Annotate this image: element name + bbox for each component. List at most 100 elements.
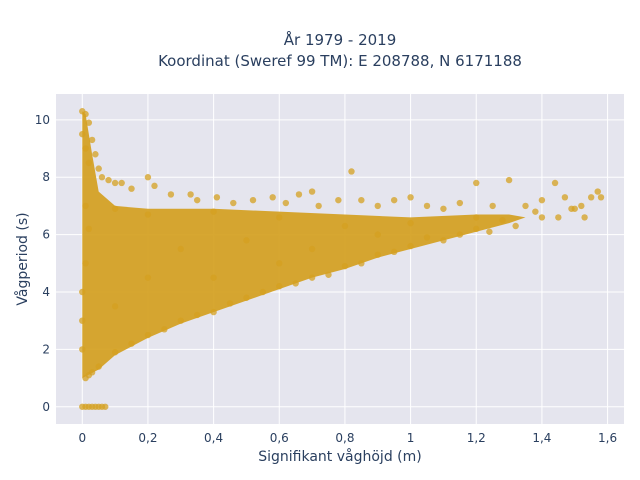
scatter-point bbox=[374, 251, 381, 258]
scatter-point bbox=[95, 165, 102, 172]
scatter-point bbox=[571, 205, 578, 212]
scatter-point bbox=[489, 202, 496, 210]
scatter-point bbox=[407, 194, 414, 201]
scatter-point bbox=[151, 182, 158, 190]
scatter-point bbox=[82, 374, 89, 382]
scatter-point bbox=[144, 331, 152, 339]
scatter-point bbox=[82, 110, 89, 118]
scatter-point bbox=[315, 202, 322, 210]
scatter-point bbox=[423, 234, 431, 241]
scatter-point bbox=[269, 194, 276, 201]
scatter-point bbox=[82, 145, 89, 152]
x-tick-label: 0,8 bbox=[335, 431, 354, 445]
scatter-point bbox=[581, 214, 588, 221]
scatter-point bbox=[105, 176, 112, 184]
scatter-point bbox=[102, 403, 109, 410]
scatter-point bbox=[473, 214, 480, 221]
scatter-point bbox=[259, 288, 267, 296]
scatter-point bbox=[144, 211, 152, 218]
scatter-point bbox=[85, 159, 93, 167]
scatter-point bbox=[111, 179, 119, 187]
scatter-point bbox=[82, 260, 89, 267]
scatter-point bbox=[538, 196, 546, 204]
scatter-point bbox=[374, 231, 381, 238]
scatter-point bbox=[95, 363, 102, 370]
scatter-point bbox=[456, 199, 464, 207]
scatter-point bbox=[111, 303, 119, 310]
x-tick-label: 1 bbox=[407, 431, 415, 445]
scatter-point bbox=[92, 151, 99, 158]
scatter-point bbox=[390, 248, 398, 256]
x-tick-label: 1,6 bbox=[598, 431, 617, 445]
scatter-point bbox=[358, 196, 365, 204]
chart-title-line1: År 1979 - 2019 bbox=[284, 30, 397, 49]
scatter-point bbox=[440, 205, 447, 212]
scatter-point bbox=[88, 136, 96, 144]
scatter-point bbox=[308, 245, 316, 253]
x-tick-label: 1,4 bbox=[532, 431, 551, 445]
scatter-point bbox=[456, 231, 464, 238]
scatter-point bbox=[243, 294, 250, 301]
scatter-point bbox=[578, 202, 585, 210]
scatter-point bbox=[230, 199, 237, 207]
scatter-point bbox=[587, 194, 595, 201]
scatter-point bbox=[161, 326, 168, 333]
scatter-point bbox=[341, 222, 349, 230]
x-axis-title: Signifikant våghöjd (m) bbox=[258, 448, 421, 465]
scatter-point bbox=[505, 176, 513, 184]
scatter-point bbox=[512, 222, 519, 230]
scatter-point bbox=[374, 202, 381, 210]
scatter-point bbox=[561, 194, 569, 201]
scatter-point bbox=[358, 260, 365, 267]
scatter-point bbox=[473, 225, 480, 233]
scatter-point bbox=[210, 274, 217, 281]
y-tick-label: 0 bbox=[42, 400, 50, 414]
scatter-point bbox=[128, 185, 135, 192]
scatter-point bbox=[88, 369, 96, 376]
scatter-point bbox=[243, 237, 250, 244]
scatter-point bbox=[82, 202, 89, 210]
grid-lines bbox=[56, 94, 624, 424]
scatter-point bbox=[325, 271, 332, 278]
y-tick-label: 10 bbox=[35, 113, 50, 127]
scatter-point bbox=[79, 288, 86, 296]
scatter-point bbox=[390, 196, 398, 204]
scatter-point bbox=[177, 245, 184, 253]
scatter-point bbox=[282, 199, 290, 207]
x-tick-label: 0 bbox=[78, 431, 86, 445]
scatter-point bbox=[407, 242, 414, 250]
scatter-point bbox=[79, 130, 86, 138]
scatter-point bbox=[551, 179, 559, 187]
scatter-point bbox=[144, 174, 152, 181]
y-tick-labels: 0 2 4 6 8 10 bbox=[35, 113, 50, 414]
scatter-point bbox=[177, 317, 184, 324]
x-tick-label: 0,4 bbox=[204, 431, 223, 445]
scatter-point bbox=[193, 196, 201, 204]
scatter-point bbox=[276, 283, 283, 290]
scatter-point bbox=[210, 308, 217, 316]
scatter-point bbox=[597, 194, 605, 201]
scatter-point bbox=[407, 219, 414, 227]
y-axis-title: Vågperiod (s) bbox=[14, 212, 31, 305]
scatter-point bbox=[423, 202, 431, 210]
scatter-point bbox=[167, 191, 175, 198]
scatter-point bbox=[532, 208, 539, 215]
x-tick-label: 1,2 bbox=[467, 431, 486, 445]
x-tick-label: 0,6 bbox=[270, 431, 289, 445]
scatter-point bbox=[111, 205, 119, 212]
scatter-point bbox=[308, 274, 316, 281]
scatter-point bbox=[213, 194, 221, 201]
scatter-point bbox=[292, 280, 299, 287]
scatter-density-cloud bbox=[82, 111, 526, 379]
scatter-point bbox=[308, 188, 316, 195]
scatter-point bbox=[348, 168, 355, 175]
scatter-point bbox=[486, 228, 493, 235]
scatter-point bbox=[98, 174, 106, 181]
scatter-point bbox=[85, 225, 93, 233]
scatter-point bbox=[555, 214, 562, 221]
scatter-point bbox=[499, 217, 506, 224]
scatter-point bbox=[226, 300, 234, 307]
scatter-point bbox=[335, 196, 342, 204]
scatter-point bbox=[473, 179, 480, 187]
scatter-point bbox=[193, 311, 201, 319]
